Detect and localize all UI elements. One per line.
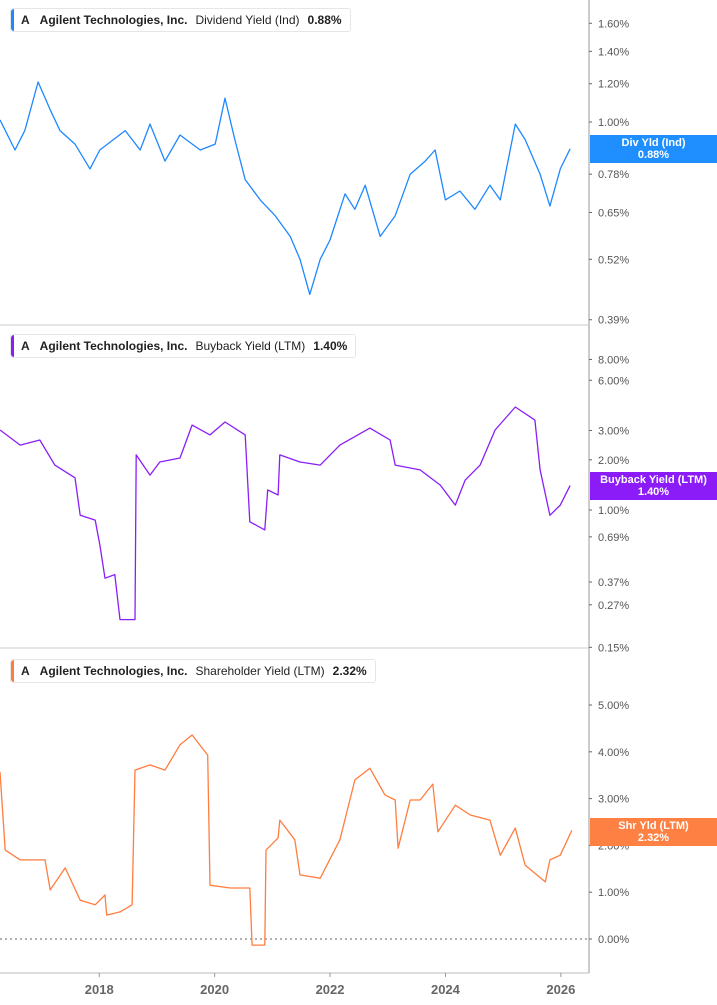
legend-metric: Buyback Yield (LTM) bbox=[195, 339, 306, 353]
legend-company: Agilent Technologies, Inc. bbox=[39, 13, 188, 27]
legend-metric: Shareholder Yield (LTM) bbox=[195, 664, 325, 678]
legend-ticker: A bbox=[21, 13, 30, 27]
legend-shareholder-yield: A Agilent Technologies, Inc. Shareholder… bbox=[10, 659, 376, 683]
tag-label: Shr Yld (LTM) bbox=[618, 820, 689, 832]
y-tick-label: 6.00% bbox=[598, 375, 629, 387]
legend-color-bar bbox=[11, 335, 14, 357]
y-tick-label: 0.78% bbox=[598, 169, 629, 181]
last-value-tag-dividend: Div Yld (Ind) 0.88% bbox=[590, 135, 717, 163]
y-tick-label: 1.40% bbox=[598, 46, 629, 58]
legend-metric: Dividend Yield (Ind) bbox=[195, 13, 300, 27]
legend-dividend-yield: A Agilent Technologies, Inc. Dividend Yi… bbox=[10, 8, 351, 32]
series-line bbox=[0, 406, 571, 621]
x-tick-label: 2020 bbox=[200, 982, 229, 997]
series-line bbox=[0, 734, 573, 946]
legend-color-bar bbox=[11, 660, 14, 682]
y-tick-label: 1.00% bbox=[598, 887, 629, 899]
y-tick-label: 8.00% bbox=[598, 354, 629, 366]
y-tick-label: 3.00% bbox=[598, 425, 629, 437]
last-value-tag-buyback: Buyback Yield (LTM) 1.40% bbox=[590, 472, 717, 500]
x-tick-label: 2018 bbox=[85, 982, 114, 997]
legend-company: Agilent Technologies, Inc. bbox=[39, 339, 188, 353]
y-tick-label: 0.69% bbox=[598, 532, 629, 544]
x-tick-label: 2024 bbox=[431, 982, 461, 997]
tag-value: 1.40% bbox=[637, 486, 670, 498]
y-tick-label: 0.65% bbox=[598, 207, 629, 219]
y-tick-label: 3.00% bbox=[598, 794, 629, 806]
last-value-tag-shareholder: Shr Yld (LTM) 2.32% bbox=[590, 818, 717, 846]
tag-value: 0.88% bbox=[637, 149, 670, 161]
y-tick-label: 0.37% bbox=[598, 577, 629, 589]
legend-ticker: A bbox=[21, 664, 30, 678]
y-tick-label: 1.20% bbox=[598, 79, 629, 91]
y-tick-label: 1.00% bbox=[598, 117, 629, 129]
legend-buyback-yield: A Agilent Technologies, Inc. Buyback Yie… bbox=[10, 334, 357, 358]
y-tick-label: 5.00% bbox=[598, 700, 629, 712]
x-tick-label: 2022 bbox=[316, 982, 345, 997]
x-tick-label: 2026 bbox=[546, 982, 575, 997]
y-tick-label: 0.00% bbox=[598, 934, 629, 946]
series-line bbox=[0, 81, 571, 296]
y-tick-label: 4.00% bbox=[598, 747, 629, 759]
legend-company: Agilent Technologies, Inc. bbox=[39, 664, 188, 678]
y-tick-label: 2.00% bbox=[598, 455, 629, 467]
y-tick-label: 0.27% bbox=[598, 600, 629, 612]
legend-color-bar bbox=[11, 9, 14, 31]
tag-value: 2.32% bbox=[637, 832, 670, 844]
legend-value: 1.40% bbox=[313, 339, 348, 353]
y-tick-label: 0.15% bbox=[598, 642, 629, 654]
y-tick-label: 1.00% bbox=[598, 505, 629, 517]
y-tick-label: 0.39% bbox=[598, 315, 629, 327]
y-tick-label: 0.52% bbox=[598, 254, 629, 266]
legend-ticker: A bbox=[21, 339, 30, 353]
tag-label: Buyback Yield (LTM) bbox=[600, 474, 707, 486]
legend-value: 0.88% bbox=[307, 13, 342, 27]
y-tick-label: 1.60% bbox=[598, 18, 629, 30]
legend-value: 2.32% bbox=[332, 664, 367, 678]
tag-label: Div Yld (Ind) bbox=[621, 137, 686, 149]
